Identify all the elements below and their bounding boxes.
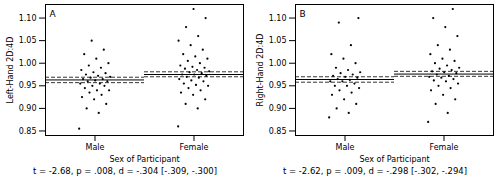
svg-text:1.10: 1.10 (19, 14, 37, 23)
svg-text:A: A (50, 9, 57, 19)
html-text:t = -2.62, p = .009, d = -.298: t = -2.62, p = .009, d = -.298 [-.302, -… (282, 166, 468, 176)
svg-text:0.95: 0.95 (269, 81, 287, 90)
svg-text:Right-Hand 2D:4D: Right-Hand 2D:4D (256, 34, 265, 107)
svg-text:0.90: 0.90 (19, 104, 37, 113)
svg-text:0.85: 0.85 (269, 127, 287, 136)
svg-text:Male: Male (86, 143, 105, 152)
html-text:t = -2.68, p = .008, d = -.304: t = -2.68, p = .008, d = -.304 [-.309, -… (32, 166, 218, 176)
svg-text:Female: Female (180, 143, 209, 152)
svg-text:Male: Male (336, 143, 355, 152)
svg-text:Sex of Participant: Sex of Participant (109, 155, 179, 164)
svg-text:0.95: 0.95 (19, 81, 37, 90)
svg-text:1.10: 1.10 (269, 14, 287, 23)
svg-text:1.00: 1.00 (269, 59, 287, 68)
svg-text:Left-Hand 2D:4D: Left-Hand 2D:4D (6, 37, 15, 104)
svg-text:1.00: 1.00 (19, 59, 37, 68)
svg-text:1.05: 1.05 (269, 36, 287, 45)
svg-text:B: B (300, 9, 306, 19)
svg-text:0.90: 0.90 (269, 104, 287, 113)
svg-text:0.85: 0.85 (19, 127, 37, 136)
svg-text:Sex of Participant: Sex of Participant (359, 155, 429, 164)
svg-text:Female: Female (430, 143, 459, 152)
svg-text:1.05: 1.05 (19, 36, 37, 45)
